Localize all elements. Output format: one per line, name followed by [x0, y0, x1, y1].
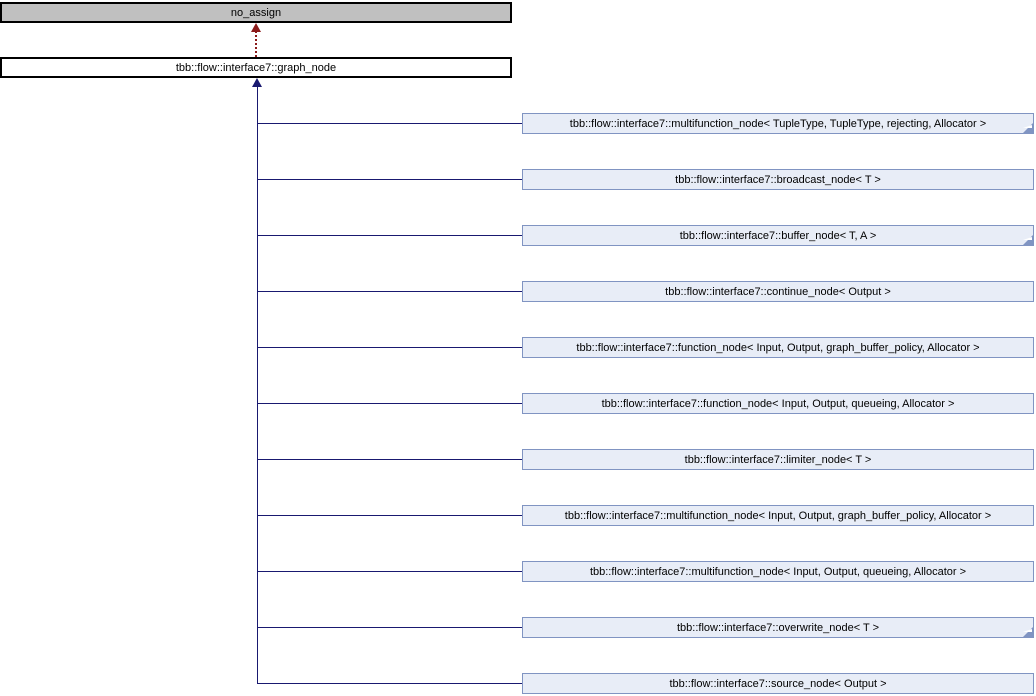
class-node-label: tbb::flow::interface7::overwrite_node< T…	[677, 621, 879, 634]
truncated-corner-icon	[1023, 235, 1033, 245]
inheritance-branch-line	[257, 459, 522, 460]
class-node-graph-node[interactable]: tbb::flow::interface7::graph_node	[0, 57, 512, 78]
class-node-label: tbb::flow::interface7::buffer_node< T, A…	[679, 229, 877, 242]
class-node-label: no_assign	[230, 6, 282, 19]
class-node-broadcast-node[interactable]: tbb::flow::interface7::broadcast_node< T…	[522, 169, 1034, 190]
class-node-overwrite-node[interactable]: tbb::flow::interface7::overwrite_node< T…	[522, 617, 1034, 638]
inheritance-branch-line	[257, 235, 522, 236]
inheritance-arrowhead-icon	[252, 78, 262, 87]
truncated-corner-icon	[1023, 627, 1033, 637]
class-node-limiter-node[interactable]: tbb::flow::interface7::limiter_node< T >	[522, 449, 1034, 470]
class-node-label: tbb::flow::interface7::multifunction_nod…	[589, 565, 967, 578]
inheritance-branch-line	[257, 571, 522, 572]
class-node-label: tbb::flow::interface7::multifunction_nod…	[564, 509, 992, 522]
inheritance-branch-line	[257, 347, 522, 348]
class-node-label: tbb::flow::interface7::graph_node	[175, 61, 337, 74]
class-node-function-node-graph-buffer-policy[interactable]: tbb::flow::interface7::function_node< In…	[522, 337, 1034, 358]
inheritance-branch-line	[257, 515, 522, 516]
truncated-corner-icon	[1023, 123, 1033, 133]
inheritance-branch-line	[257, 627, 522, 628]
private-inheritance-edge	[255, 31, 257, 57]
class-node-function-node-queueing[interactable]: tbb::flow::interface7::function_node< In…	[522, 393, 1034, 414]
class-node-label: tbb::flow::interface7::function_node< In…	[576, 341, 980, 354]
inheritance-branch-line	[257, 123, 522, 124]
class-node-label: tbb::flow::interface7::broadcast_node< T…	[675, 173, 881, 186]
inheritance-branch-line	[257, 291, 522, 292]
inheritance-branch-line	[257, 683, 522, 684]
class-node-label: tbb::flow::interface7::continue_node< Ou…	[665, 285, 891, 298]
class-node-no-assign: no_assign	[0, 2, 512, 23]
inheritance-branch-line	[257, 179, 522, 180]
inheritance-branch-line	[257, 403, 522, 404]
class-node-label: tbb::flow::interface7::limiter_node< T >	[684, 453, 872, 466]
class-node-multifunction-node-tupletype[interactable]: tbb::flow::interface7::multifunction_nod…	[522, 113, 1034, 134]
class-node-label: tbb::flow::interface7::function_node< In…	[601, 397, 955, 410]
class-node-continue-node[interactable]: tbb::flow::interface7::continue_node< Ou…	[522, 281, 1034, 302]
class-node-buffer-node[interactable]: tbb::flow::interface7::buffer_node< T, A…	[522, 225, 1034, 246]
private-inheritance-arrowhead-icon	[251, 23, 261, 32]
class-node-multifunction-node-graph-buffer-policy[interactable]: tbb::flow::interface7::multifunction_nod…	[522, 505, 1034, 526]
class-node-label: tbb::flow::interface7::multifunction_nod…	[569, 117, 987, 130]
inheritance-trunk-line	[257, 85, 258, 684]
class-node-label: tbb::flow::interface7::source_node< Outp…	[669, 677, 887, 690]
class-node-source-node[interactable]: tbb::flow::interface7::source_node< Outp…	[522, 673, 1034, 694]
class-node-multifunction-node-queueing[interactable]: tbb::flow::interface7::multifunction_nod…	[522, 561, 1034, 582]
